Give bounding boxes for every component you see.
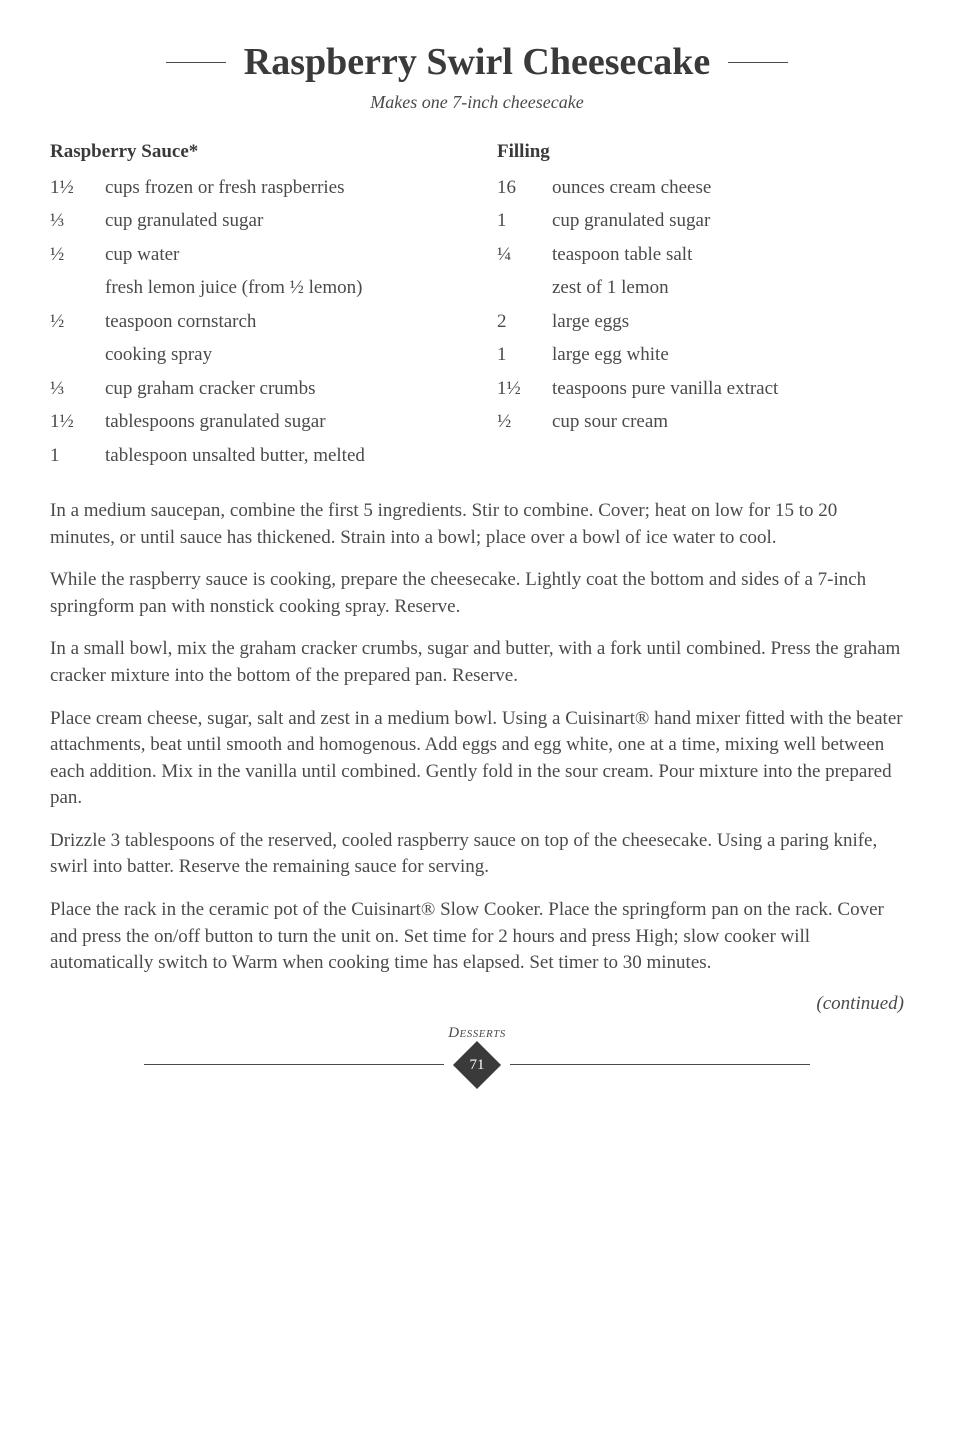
recipe-subtitle: Makes one 7-inch cheesecake <box>50 92 904 113</box>
ingredient-desc: large eggs <box>552 307 904 336</box>
ingredients-right-column: Filling 16ounces cream cheese 1cup granu… <box>497 141 904 474</box>
page-number: 71 <box>470 1056 485 1073</box>
ingredient-row: 1½teaspoons pure vanilla extract <box>497 374 904 403</box>
ingredient-qty: 1½ <box>497 374 552 403</box>
ingredient-desc: cup granulated sugar <box>552 206 904 235</box>
ingredient-row: ⅓cup granulated sugar <box>50 206 457 235</box>
instruction-paragraph: In a medium saucepan, combine the first … <box>50 498 904 551</box>
ingredient-row: ½cup sour cream <box>497 407 904 436</box>
ingredient-row: 1½tablespoons granulated sugar <box>50 407 457 436</box>
continued-label: (continued) <box>50 993 904 1015</box>
ingredient-desc: cup sour cream <box>552 407 904 436</box>
ingredient-qty: 1 <box>50 441 105 470</box>
ingredient-desc: cup graham cracker crumbs <box>105 374 457 403</box>
instructions: In a medium saucepan, combine the first … <box>50 498 904 977</box>
ingredient-row: 1½cups frozen or fresh raspberries <box>50 173 457 202</box>
ingredient-desc: cooking spray <box>105 340 457 369</box>
ingredient-qty: ½ <box>50 240 105 269</box>
ingredient-row: ¼teaspoon table salt <box>497 240 904 269</box>
ingredient-row: zest of 1 lemon <box>497 273 904 302</box>
recipe-title: Raspberry Swirl Cheesecake <box>244 40 710 84</box>
ingredient-qty: 1½ <box>50 407 105 436</box>
ingredient-desc: teaspoon table salt <box>552 240 904 269</box>
ingredient-row: 2large eggs <box>497 307 904 336</box>
ingredient-row: cooking spray <box>50 340 457 369</box>
ingredient-qty: 1 <box>497 340 552 369</box>
ingredient-qty: ½ <box>497 407 552 436</box>
ingredient-desc: cup granulated sugar <box>105 206 457 235</box>
page-number-diamond-icon: 71 <box>453 1041 501 1089</box>
instruction-paragraph: In a small bowl, mix the graham cracker … <box>50 636 904 689</box>
footer-rule-right <box>510 1064 810 1065</box>
ingredient-qty: 1 <box>497 206 552 235</box>
title-row: Raspberry Swirl Cheesecake <box>50 40 904 84</box>
ingredient-desc: teaspoons pure vanilla extract <box>552 374 904 403</box>
ingredient-desc: tablespoon unsalted butter, melted <box>105 441 457 470</box>
ingredient-row: ⅓cup graham cracker crumbs <box>50 374 457 403</box>
ingredient-qty: ⅓ <box>50 374 105 403</box>
ingredient-qty: ⅓ <box>50 206 105 235</box>
ingredient-qty: 1½ <box>50 173 105 202</box>
ingredient-desc: cup water <box>105 240 457 269</box>
ingredient-qty: 16 <box>497 173 552 202</box>
ingredient-desc: cups frozen or fresh raspberries <box>105 173 457 202</box>
ingredient-row: 1tablespoon unsalted butter, melted <box>50 441 457 470</box>
ingredient-row: 1large egg white <box>497 340 904 369</box>
ingredient-qty <box>50 340 105 369</box>
instruction-paragraph: Drizzle 3 tablespoons of the reserved, c… <box>50 828 904 881</box>
instruction-paragraph: While the raspberry sauce is cooking, pr… <box>50 567 904 620</box>
ingredient-row: fresh lemon juice (from ½ lemon) <box>50 273 457 302</box>
ingredient-desc: large egg white <box>552 340 904 369</box>
instruction-paragraph: Place cream cheese, sugar, salt and zest… <box>50 706 904 812</box>
ingredient-qty <box>50 273 105 302</box>
ingredient-desc: tablespoons granulated sugar <box>105 407 457 436</box>
footer-rule-left <box>144 1064 444 1065</box>
title-rule-right <box>728 62 788 63</box>
left-column-heading: Raspberry Sauce* <box>50 141 457 163</box>
ingredient-row: ½cup water <box>50 240 457 269</box>
ingredient-qty: 2 <box>497 307 552 336</box>
page-footer: Desserts 71 <box>50 1025 904 1082</box>
ingredient-row: 16ounces cream cheese <box>497 173 904 202</box>
ingredient-desc: teaspoon cornstarch <box>105 307 457 336</box>
ingredients-left-column: Raspberry Sauce* 1½cups frozen or fresh … <box>50 141 457 474</box>
right-column-heading: Filling <box>497 141 904 163</box>
ingredient-row: 1cup granulated sugar <box>497 206 904 235</box>
ingredient-desc: zest of 1 lemon <box>552 273 904 302</box>
instruction-paragraph: Place the rack in the ceramic pot of the… <box>50 897 904 977</box>
page-number-row: 71 <box>50 1048 904 1082</box>
ingredient-desc: fresh lemon juice (from ½ lemon) <box>105 273 457 302</box>
ingredient-row: ½teaspoon cornstarch <box>50 307 457 336</box>
ingredient-qty <box>497 273 552 302</box>
ingredient-desc: ounces cream cheese <box>552 173 904 202</box>
ingredients-columns: Raspberry Sauce* 1½cups frozen or fresh … <box>50 141 904 474</box>
ingredient-qty: ¼ <box>497 240 552 269</box>
section-label: Desserts <box>50 1025 904 1042</box>
title-rule-left <box>166 62 226 63</box>
ingredient-qty: ½ <box>50 307 105 336</box>
